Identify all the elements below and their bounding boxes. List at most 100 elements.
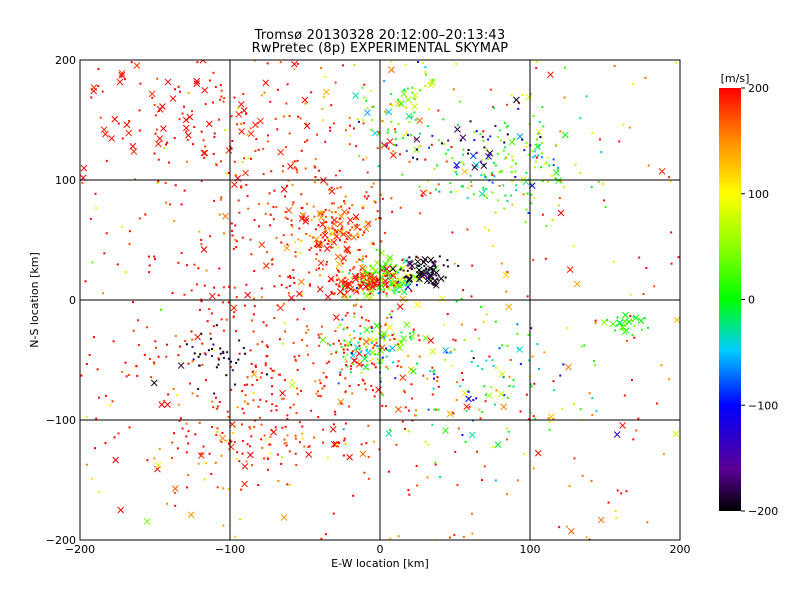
data-point xyxy=(359,332,362,335)
data-point xyxy=(367,424,370,427)
data-point xyxy=(482,186,485,189)
data-point xyxy=(236,406,239,409)
data-point xyxy=(539,136,542,139)
data-point xyxy=(418,264,421,267)
data-point xyxy=(460,323,463,326)
data-point-x xyxy=(463,403,471,411)
data-point-x xyxy=(290,60,298,68)
data-point xyxy=(340,402,343,405)
data-point xyxy=(358,345,361,348)
data-point xyxy=(94,192,97,195)
data-point xyxy=(124,361,127,364)
data-point xyxy=(120,225,123,228)
data-point xyxy=(385,365,388,368)
data-point-x xyxy=(345,280,353,288)
data-point xyxy=(362,379,365,382)
data-point xyxy=(233,311,236,314)
data-point-x xyxy=(112,456,120,464)
data-point xyxy=(148,357,151,360)
data-point xyxy=(308,248,311,251)
data-point xyxy=(318,344,321,347)
data-point xyxy=(459,139,462,142)
data-point-x xyxy=(469,152,477,160)
colorbar-tick-label: −100 xyxy=(748,399,778,412)
data-point xyxy=(274,426,277,429)
data-point-x xyxy=(319,221,326,228)
colorbar xyxy=(719,88,741,511)
data-point xyxy=(117,432,120,435)
data-point xyxy=(538,121,541,124)
data-point xyxy=(388,428,391,431)
data-point xyxy=(415,414,418,417)
data-point-x xyxy=(198,49,204,55)
data-point xyxy=(378,448,381,451)
data-point xyxy=(498,171,501,174)
data-point xyxy=(533,382,536,385)
data-point xyxy=(403,276,406,279)
data-point xyxy=(344,358,347,361)
data-point xyxy=(489,88,492,91)
data-point xyxy=(403,391,406,394)
data-point xyxy=(429,370,432,373)
data-point xyxy=(222,329,225,332)
data-point xyxy=(249,238,252,241)
data-point xyxy=(487,229,490,232)
data-point xyxy=(365,319,368,322)
data-point xyxy=(123,78,126,81)
data-point xyxy=(91,477,94,480)
data-point xyxy=(382,275,385,278)
data-point-x xyxy=(177,362,185,369)
data-point xyxy=(616,489,619,492)
data-point xyxy=(223,97,226,100)
data-point xyxy=(222,524,225,527)
data-point xyxy=(243,384,246,387)
data-point xyxy=(316,133,319,136)
data-point xyxy=(341,262,344,265)
data-point xyxy=(300,193,303,196)
data-point xyxy=(367,195,370,198)
data-point xyxy=(473,130,476,133)
data-point xyxy=(338,270,341,273)
data-point xyxy=(229,366,232,369)
data-point xyxy=(293,241,296,244)
data-point xyxy=(202,445,205,448)
data-point xyxy=(360,281,363,284)
data-point xyxy=(491,359,494,362)
data-point xyxy=(362,158,365,161)
data-point xyxy=(556,169,559,172)
data-point xyxy=(269,435,272,438)
data-point xyxy=(450,190,453,193)
data-point xyxy=(177,403,180,406)
data-point xyxy=(291,225,294,228)
data-point xyxy=(356,274,359,277)
data-point xyxy=(470,512,473,515)
data-point-x xyxy=(411,103,418,110)
data-point-x xyxy=(386,138,394,146)
data-point-x xyxy=(497,390,505,398)
data-point xyxy=(535,143,538,146)
data-point xyxy=(331,202,334,205)
data-point xyxy=(203,352,206,355)
data-point xyxy=(138,129,141,132)
data-point xyxy=(354,225,357,228)
data-point xyxy=(77,91,79,93)
data-point xyxy=(382,274,385,277)
data-point xyxy=(234,238,237,241)
data-point xyxy=(275,206,278,209)
data-point xyxy=(352,127,355,130)
data-point xyxy=(481,479,484,482)
data-point xyxy=(215,324,218,327)
data-point xyxy=(417,256,420,259)
data-point xyxy=(293,281,296,284)
data-point xyxy=(595,410,598,413)
data-point xyxy=(400,278,403,281)
data-point xyxy=(352,494,355,497)
data-point xyxy=(562,185,565,188)
data-point xyxy=(483,173,486,176)
data-point xyxy=(491,191,494,194)
data-point xyxy=(232,432,235,435)
data-point xyxy=(238,211,241,214)
data-point-x xyxy=(148,90,156,98)
data-point xyxy=(212,153,215,156)
data-point xyxy=(484,194,487,197)
